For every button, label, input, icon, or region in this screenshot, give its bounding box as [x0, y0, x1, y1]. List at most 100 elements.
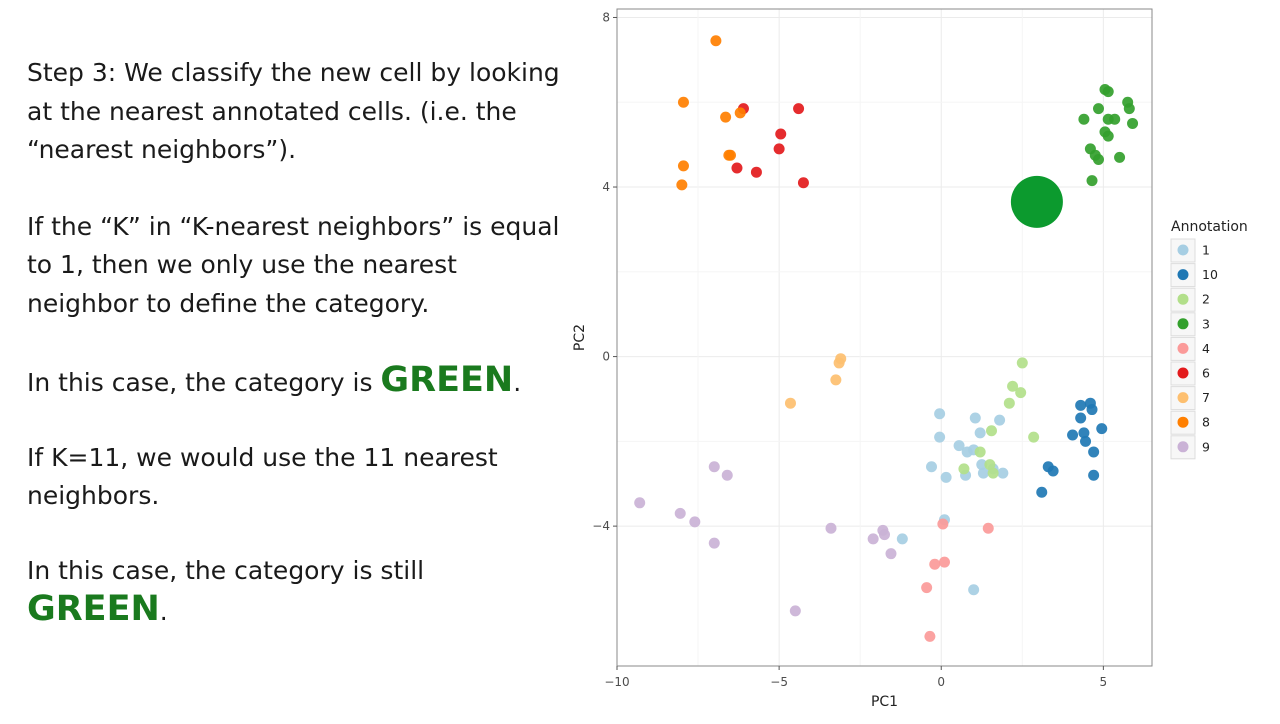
data-point-2 — [1015, 387, 1027, 399]
data-point-3 — [1127, 117, 1139, 129]
case1-prefix: In this case, the category is — [27, 368, 381, 397]
data-point-6 — [773, 143, 785, 155]
data-point-10 — [1080, 435, 1092, 447]
data-point-3 — [1109, 113, 1121, 125]
data-point-10 — [1075, 399, 1087, 411]
k11-paragraph: If K=11, we would use the 11 nearest nei… — [27, 442, 498, 511]
data-point-10 — [1067, 429, 1079, 441]
data-point-2 — [974, 446, 986, 458]
data-point-4 — [982, 522, 994, 534]
x-tick-label: −10 — [604, 675, 629, 689]
new-cell-marker — [1010, 175, 1063, 228]
data-point-1 — [953, 440, 965, 452]
data-point-4 — [938, 556, 950, 568]
legend-label: 2 — [1202, 292, 1210, 307]
legend-key-2 — [1177, 293, 1189, 305]
plot-border — [616, 8, 1153, 667]
data-point-1 — [940, 471, 952, 483]
data-point-2 — [1003, 397, 1015, 409]
data-point-9 — [634, 497, 646, 509]
legend-key-3 — [1177, 318, 1189, 330]
data-point-4 — [929, 558, 941, 570]
legend-key-1 — [1177, 244, 1189, 256]
x-tick-label: −5 — [770, 675, 788, 689]
data-point-3 — [1093, 153, 1104, 165]
case2-paragraph: In this case, the category is still GREE… — [27, 552, 567, 632]
legend-key-9 — [1177, 441, 1189, 453]
legend-label: 4 — [1202, 341, 1210, 356]
data-point-9 — [721, 469, 733, 481]
k-paragraph: If the “K” in “K-nearest neighbors” is e… — [27, 211, 560, 318]
data-point-2 — [986, 425, 997, 437]
data-point-1 — [969, 412, 981, 424]
y-tick-label: 8 — [602, 10, 610, 24]
data-point-7 — [830, 374, 842, 386]
data-point-10 — [1075, 412, 1087, 424]
data-point-6 — [793, 103, 805, 115]
data-point-10 — [1088, 469, 1100, 481]
data-point-9 — [879, 529, 890, 541]
y-tick-label: 0 — [602, 350, 610, 364]
data-point-1 — [926, 461, 938, 473]
data-point-8 — [734, 107, 746, 119]
data-point-1 — [968, 584, 980, 596]
data-point-10 — [1036, 486, 1048, 498]
data-point-2 — [1007, 380, 1019, 392]
legend-label: 10 — [1202, 267, 1218, 282]
data-point-7 — [833, 357, 845, 369]
data-point-3 — [1114, 151, 1126, 163]
data-point-10 — [1047, 465, 1059, 477]
data-point-1 — [977, 467, 989, 479]
data-point-3 — [1078, 113, 1090, 125]
data-point-3 — [1093, 103, 1104, 115]
legend-key-8 — [1177, 416, 1189, 428]
case1-category-word: GREEN — [380, 360, 514, 400]
data-point-10 — [1088, 446, 1100, 458]
legend-label: 3 — [1202, 316, 1210, 331]
data-point-8 — [710, 35, 722, 47]
data-point-3 — [1102, 86, 1114, 98]
y-axis-label: PC2 — [572, 324, 588, 351]
legend-key-10 — [1177, 269, 1189, 281]
y-tick-label: −4 — [592, 519, 610, 533]
plot-area — [616, 9, 1152, 666]
data-point-6 — [775, 128, 787, 140]
case1-suffix: . — [513, 368, 522, 397]
legend-label: 9 — [1202, 439, 1210, 454]
case2-category-word: GREEN — [27, 589, 160, 629]
data-point-1 — [934, 431, 946, 443]
x-tick-label: 0 — [937, 675, 945, 689]
data-point-8 — [677, 160, 689, 172]
data-point-6 — [797, 177, 809, 189]
data-point-2 — [958, 463, 970, 475]
data-point-8 — [677, 96, 689, 108]
x-tick-label: 5 — [1100, 675, 1108, 689]
pca-scatter-svg: −10 −5 0 5 −4 0 4 8 PC1 PC2 Annotation 1 10 2 3 4 6 7 8 9 — [572, 8, 1248, 710]
data-point-1 — [997, 467, 1009, 479]
data-point-8 — [724, 149, 736, 161]
data-point-10 — [1078, 427, 1090, 439]
legend-key-6 — [1177, 367, 1189, 379]
data-point-1 — [976, 459, 988, 471]
case1-paragraph: In this case, the category is GREEN. — [27, 361, 567, 403]
data-point-3 — [1086, 175, 1098, 187]
data-point-9 — [689, 516, 701, 528]
case2-prefix: In this case, the category is still — [27, 555, 425, 585]
data-point-3 — [1102, 130, 1114, 142]
data-point-1 — [974, 427, 986, 439]
legend-key-4 — [1177, 342, 1189, 354]
legend-label: 1 — [1202, 243, 1210, 258]
step-paragraph: Step 3: We classify the new cell by look… — [27, 58, 560, 164]
case2-suffix: . — [159, 597, 168, 626]
slide-text-panel: Step 3: We classify the new cell by look… — [27, 54, 567, 632]
legend-label: 7 — [1202, 390, 1210, 405]
data-point-4 — [937, 518, 949, 530]
data-point-9 — [885, 548, 897, 560]
data-point-1 — [994, 414, 1006, 426]
data-point-9 — [708, 537, 720, 549]
data-point-9 — [674, 507, 686, 519]
data-point-10 — [1086, 404, 1098, 416]
data-point-4 — [921, 582, 933, 594]
data-points — [634, 35, 1139, 642]
data-point-8 — [720, 111, 732, 123]
